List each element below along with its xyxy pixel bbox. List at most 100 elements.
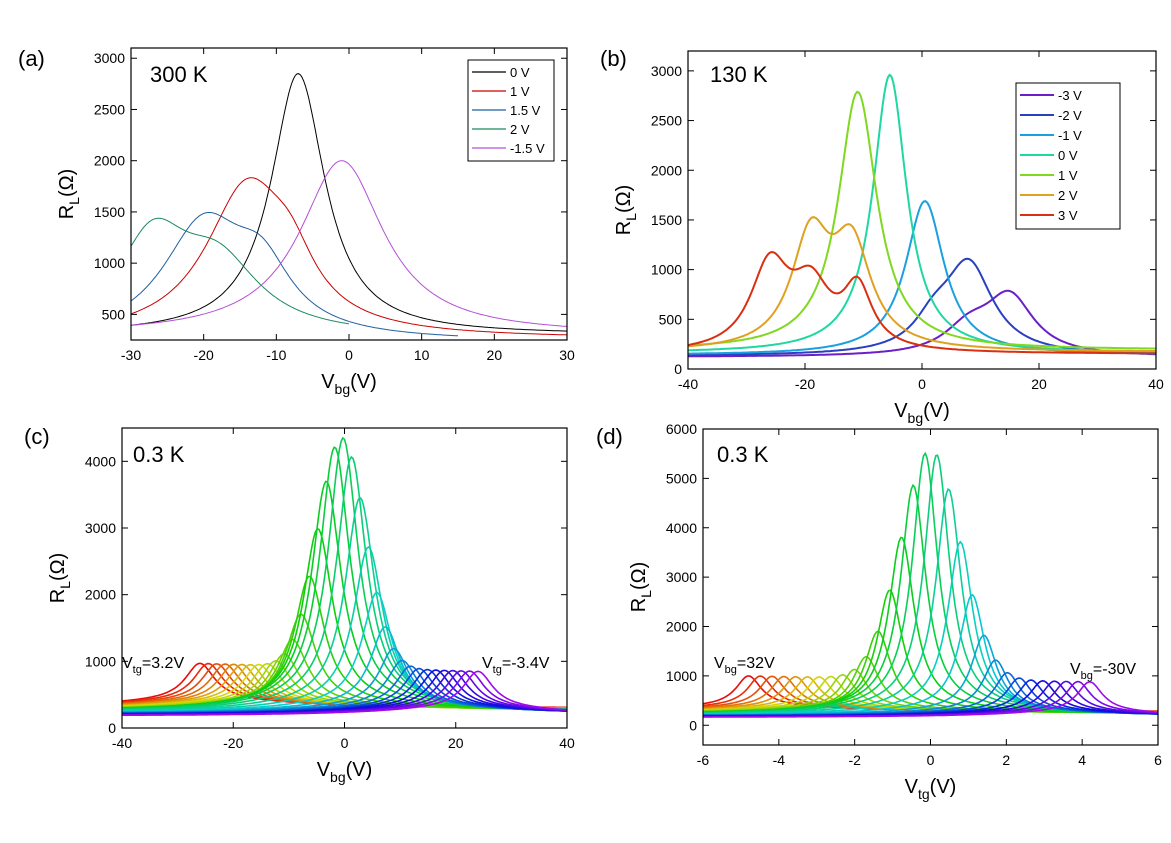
panel-letter: (d) (596, 424, 623, 449)
series-line (131, 177, 567, 336)
legend-label: -3 V (1058, 88, 1082, 103)
x-axis-title: Vbg(V) (894, 400, 950, 426)
y-tick-label: 2000 (94, 153, 125, 169)
series-line (131, 73, 567, 332)
y-tick-label: 1000 (651, 262, 682, 278)
y-tick-label: 2500 (651, 113, 682, 129)
y-axis-title: RL(Ω) (56, 169, 82, 220)
y-axis-title: RL(Ω) (47, 553, 73, 604)
x-axis-title: Vbg(V) (321, 371, 377, 397)
series-line (131, 212, 458, 337)
x-tick-label: -2 (848, 752, 861, 768)
y-tick-label: 1000 (666, 668, 697, 684)
y-tick-label: 1000 (85, 653, 116, 669)
x-tick-label: 0 (341, 735, 349, 751)
x-tick-label: 40 (1148, 376, 1164, 392)
y-tick-label: 1500 (94, 204, 125, 220)
x-tick-label: 10 (414, 347, 430, 363)
temperature-label: 300 K (150, 62, 208, 87)
legend-label: 2 V (510, 122, 530, 137)
y-tick-label: 3000 (94, 50, 125, 66)
y-tick-label: 2000 (85, 587, 116, 603)
x-tick-label: -30 (121, 347, 141, 363)
y-tick-label: 3000 (651, 63, 682, 79)
curve-annotation: Vtg=-3.4V (482, 655, 550, 676)
legend-label: -2 V (1058, 108, 1082, 123)
panel-letter: (a) (18, 46, 45, 71)
temperature-label: 0.3 K (717, 442, 769, 467)
series-line (131, 160, 567, 327)
x-tick-label: -10 (266, 347, 286, 363)
x-tick-label: -40 (678, 376, 698, 392)
y-tick-label: 0 (674, 361, 682, 377)
family-line (703, 680, 1158, 718)
curve-annotation: Vbg=-30V (1070, 661, 1136, 682)
y-tick-label: 3000 (666, 569, 697, 585)
curve-annotation: Vtg=3.2V (122, 655, 184, 676)
legend-label: 0 V (510, 65, 530, 80)
x-tick-label: -20 (795, 376, 815, 392)
x-tick-label: -6 (697, 752, 710, 768)
temperature-label: 0.3 K (133, 442, 185, 467)
y-tick-label: 2500 (94, 101, 125, 117)
x-tick-label: 0 (345, 347, 353, 363)
legend: 0 V 1 V 1.5 V 2 V -1.5 V (467, 59, 555, 162)
y-tick-label: 3000 (85, 520, 116, 536)
y-tick-label: 0 (689, 717, 697, 733)
curves (688, 73, 1156, 358)
curves (131, 73, 567, 337)
x-tick-label: 20 (1031, 376, 1047, 392)
legend-label: 3 V (1058, 208, 1078, 223)
series-line (688, 200, 1156, 355)
temperature-label: 130 K (710, 62, 768, 87)
curves (703, 451, 1158, 718)
panel-b: -40 -20 0 20 40 0 500 1000 1500 2000 2500 3000 (b) 13… (600, 46, 1164, 426)
y-tick-label: 1000 (94, 255, 125, 271)
y-tick-label: 4000 (666, 520, 697, 536)
legend-label: 2 V (1058, 188, 1078, 203)
y-tick-label: 5000 (666, 470, 697, 486)
y-tick-label: 500 (659, 311, 683, 327)
y-tick-label: 2000 (651, 162, 682, 178)
y-tick-label: 2000 (666, 619, 697, 635)
family-line (122, 670, 567, 716)
panel-a: -30 -20 -10 0 10 20 30 500 1000 1500 2000 2500 3000 (… (18, 46, 575, 397)
y-tick-label: 1500 (651, 212, 682, 228)
x-tick-label: 0 (927, 752, 935, 768)
panel-c: -40 -20 0 20 40 0 1000 2000 3000 4000 (c) 0.3 K Vbg(… (24, 424, 575, 785)
legend-label: 1 V (1058, 168, 1078, 183)
x-tick-label: 2 (1002, 752, 1010, 768)
legend-label: 1.5 V (510, 103, 541, 118)
y-tick-label: 500 (102, 306, 126, 322)
y-tick-label: 6000 (666, 421, 697, 437)
x-tick-label: 6 (1154, 752, 1162, 768)
x-axis-title: Vbg(V) (317, 759, 373, 785)
series-line (688, 90, 1156, 350)
x-tick-label: 20 (487, 347, 503, 363)
x-tick-label: 30 (559, 347, 575, 363)
panel-letter: (c) (24, 424, 50, 449)
y-axis-title: RL(Ω) (628, 562, 654, 613)
x-tick-label: 40 (559, 735, 575, 751)
x-tick-label: 4 (1078, 752, 1086, 768)
family-line (122, 528, 567, 711)
legend-label: 0 V (1058, 148, 1078, 163)
y-tick-label: 4000 (85, 453, 116, 469)
series-line (688, 251, 1156, 355)
series-line (131, 217, 350, 325)
y-axis-title: RL(Ω) (613, 185, 639, 236)
x-tick-label: 20 (448, 735, 464, 751)
legend: -3 V -2 V -1 V 0 V 1 V 2 V 3 V (1015, 82, 1121, 230)
legend-label: -1 V (1058, 128, 1082, 143)
series-line (688, 216, 1156, 352)
x-tick-label: -20 (223, 735, 243, 751)
curves (122, 436, 567, 716)
x-tick-label: 0 (918, 376, 926, 392)
family-line (122, 545, 567, 712)
curve-annotation: Vbg=32V (714, 655, 775, 676)
x-tick-label: -20 (194, 347, 214, 363)
panel-letter: (b) (600, 46, 627, 71)
legend-label: -1.5 V (510, 141, 545, 156)
legend-label: 1 V (510, 84, 530, 99)
